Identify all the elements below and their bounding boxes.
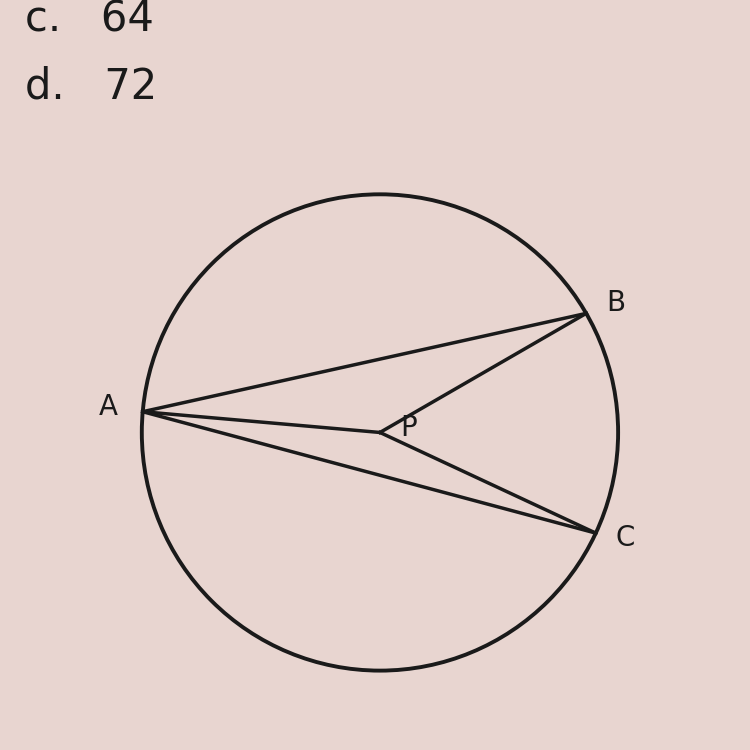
Text: B: B <box>606 290 625 317</box>
Text: c.   64: c. 64 <box>26 0 154 40</box>
Text: A: A <box>99 393 118 421</box>
Text: d.   72: d. 72 <box>26 65 158 107</box>
Text: C: C <box>616 524 635 552</box>
Text: P: P <box>400 413 416 442</box>
